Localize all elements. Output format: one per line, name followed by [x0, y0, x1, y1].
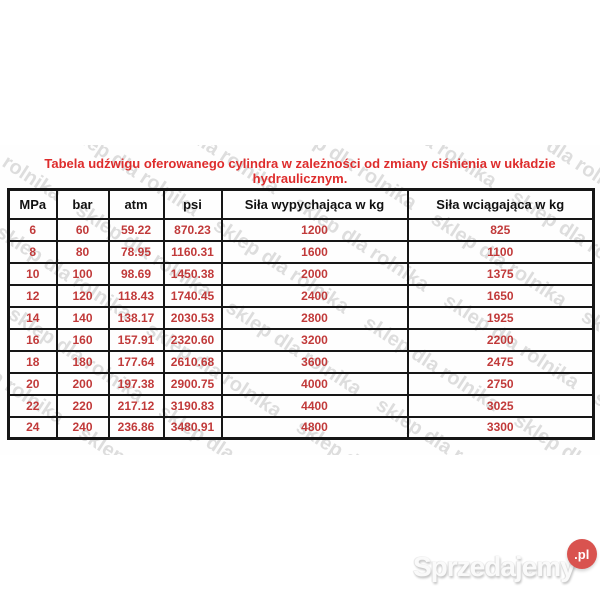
- cell-push-force: 4000: [220, 371, 409, 396]
- cell-mpa: 24: [7, 415, 58, 440]
- cell-pull-force: 1375: [406, 261, 595, 286]
- table-row: 10 100 98.69 1450.38 2000 1375: [7, 261, 595, 286]
- cell-bar: 160: [55, 327, 110, 352]
- page-title: Tabela udźwigu oferowanego cylindra w za…: [44, 156, 556, 186]
- cell-pull-force: 2200: [406, 327, 595, 352]
- cell-push-force: 4800: [220, 415, 409, 440]
- cell-pull-force: 2475: [406, 349, 595, 374]
- cell-pull-force: 3025: [406, 393, 595, 418]
- cell-psi: 1450.38: [162, 261, 223, 286]
- cell-atm: 217.12: [107, 393, 165, 418]
- cell-pull-force: 1650: [406, 283, 595, 308]
- cell-pull-force: 2750: [406, 371, 595, 396]
- cell-atm: 236.86: [107, 415, 165, 440]
- cell-psi: 2030.53: [162, 305, 223, 330]
- table-row: 6 60 59.22 870.23 1200 825: [7, 217, 595, 242]
- table-row: 20 200 197.38 2900.75 4000 2750: [7, 371, 595, 396]
- col-header-mpa: MPa: [7, 188, 58, 220]
- cell-atm: 157.91: [107, 327, 165, 352]
- cell-mpa: 8: [7, 239, 58, 264]
- cell-pull-force: 3300: [406, 415, 595, 440]
- table-row: 14 140 138.17 2030.53 2800 1925: [7, 305, 595, 330]
- cell-mpa: 10: [7, 261, 58, 286]
- cell-psi: 2320.60: [162, 327, 223, 352]
- cell-psi: 1160.31: [162, 239, 223, 264]
- cell-mpa: 12: [7, 283, 58, 308]
- col-header-push-force: Siła wypychająca w kg: [220, 188, 409, 220]
- cell-psi: 3190.83: [162, 393, 223, 418]
- cell-psi: 2610.68: [162, 349, 223, 374]
- cell-bar: 240: [55, 415, 110, 440]
- cell-mpa: 20: [7, 371, 58, 396]
- cell-push-force: 2800: [220, 305, 409, 330]
- cell-pull-force: 1100: [406, 239, 595, 264]
- col-header-pull-force: Siła wciągająca w kg: [406, 188, 595, 220]
- cell-push-force: 1200: [220, 217, 409, 242]
- table-row: 18 180 177.64 2610.68 3600 2475: [7, 349, 595, 374]
- cell-push-force: 3600: [220, 349, 409, 374]
- table-row: 22 220 217.12 3190.83 4400 3025: [7, 393, 595, 418]
- table-row: 24 240 236.86 3480.91 4800 3300: [7, 415, 595, 440]
- cell-push-force: 2400: [220, 283, 409, 308]
- cell-psi: 1740.45: [162, 283, 223, 308]
- sprzedajemy-wordmark: Sprzedajemy: [413, 551, 576, 582]
- table-row: 12 120 118.43 1740.45 2400 1650: [7, 283, 595, 308]
- cell-psi: 870.23: [162, 217, 223, 242]
- cell-mpa: 22: [7, 393, 58, 418]
- cell-bar: 140: [55, 305, 110, 330]
- pl-badge-icon: .pl: [566, 539, 597, 569]
- cell-mpa: 16: [7, 327, 58, 352]
- cell-mpa: 14: [7, 305, 58, 330]
- cell-bar: 220: [55, 393, 110, 418]
- cell-push-force: 4400: [220, 393, 409, 418]
- col-header-psi: psi: [162, 188, 223, 220]
- table-row: 8 80 78.95 1160.31 1600 1100: [7, 239, 595, 264]
- sprzedajemy-logo: Sprzedajemy .pl: [413, 539, 597, 583]
- cell-bar: 180: [55, 349, 110, 374]
- cell-psi: 2900.75: [162, 371, 223, 396]
- col-header-atm: atm: [107, 188, 165, 220]
- table-row: 16 160 157.91 2320.60 3200 2200: [7, 327, 595, 352]
- table-header-row: MPa bar atm psi Siła wypychająca w kg Si…: [7, 188, 595, 220]
- cell-pull-force: 1925: [406, 305, 595, 330]
- cell-atm: 177.64: [107, 349, 165, 374]
- cell-atm: 138.17: [107, 305, 165, 330]
- cell-atm: 197.38: [107, 371, 165, 396]
- pressure-force-table: MPa bar atm psi Siła wypychająca w kg Si…: [7, 188, 595, 440]
- table-photo: sklep dla rolnika sklep dla rolnika skle…: [0, 145, 600, 455]
- cell-bar: 80: [55, 239, 110, 264]
- cell-bar: 120: [55, 283, 110, 308]
- cell-psi: 3480.91: [162, 415, 223, 440]
- cell-atm: 98.69: [107, 261, 165, 286]
- cell-atm: 78.95: [107, 239, 165, 264]
- cell-push-force: 3200: [220, 327, 409, 352]
- cell-pull-force: 825: [406, 217, 595, 242]
- cell-mpa: 18: [7, 349, 58, 374]
- cell-atm: 59.22: [107, 217, 165, 242]
- cell-atm: 118.43: [107, 283, 165, 308]
- cell-push-force: 1600: [220, 239, 409, 264]
- cell-bar: 200: [55, 371, 110, 396]
- col-header-bar: bar: [55, 188, 110, 220]
- cell-bar: 60: [55, 217, 110, 242]
- cell-push-force: 2000: [220, 261, 409, 286]
- cell-mpa: 6: [7, 217, 58, 242]
- cell-bar: 100: [55, 261, 110, 286]
